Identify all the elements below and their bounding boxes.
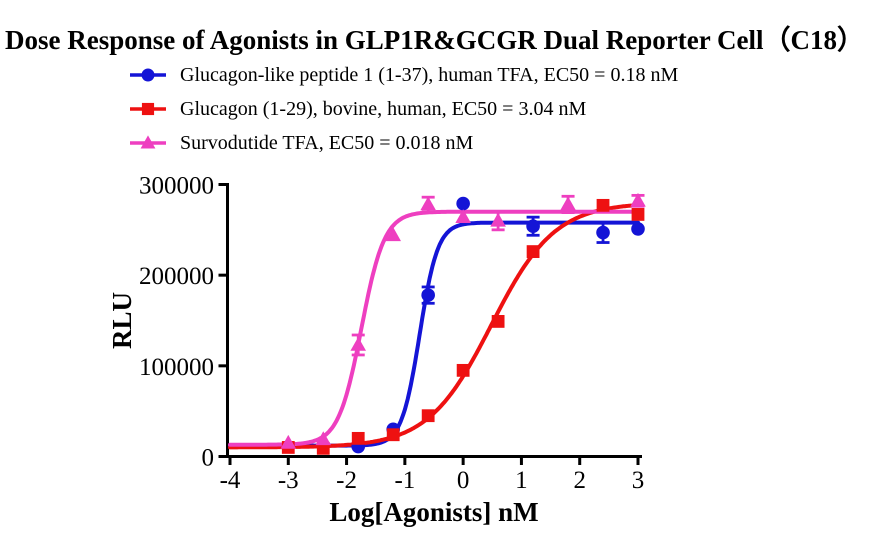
data-point-triangle	[140, 135, 156, 149]
data-point-triangle	[315, 431, 332, 446]
legend-marker-triangle-icon	[130, 135, 166, 149]
data-point-square	[526, 245, 540, 258]
data-point-circle	[631, 222, 645, 236]
data-point-square	[596, 198, 610, 212]
x-axis-title: Log[Agonists] nM	[329, 497, 538, 527]
x-tick-label: -4	[220, 467, 241, 494]
data-point-square	[316, 441, 330, 455]
y-tick-label: 300000	[139, 173, 214, 200]
series-points-triangle	[280, 192, 646, 449]
data-point-triangle	[420, 196, 436, 211]
x-tick-label: 0	[457, 467, 470, 494]
data-point-square	[386, 428, 400, 442]
legend-label: Survodutide TFA, EC50 = 0.018 nM	[180, 131, 474, 154]
data-point-square	[491, 315, 505, 328]
legend-item: Survodutide TFA, EC50 = 0.018 nM	[129, 126, 678, 160]
x-tick-label: -1	[394, 467, 415, 494]
x-axis: -4 -3 -2 -1 0 1 2 3 Log[Agonists] nM	[220, 455, 645, 527]
data-point-triangle	[455, 209, 471, 223]
data-point-circle	[421, 288, 435, 302]
y-axis-title: RLU	[107, 292, 137, 349]
legend-item: Glucagon-like peptide 1 (1-37), human TF…	[129, 58, 678, 92]
legend-label: Glucagon-like peptide 1 (1-37), human TF…	[180, 63, 679, 86]
data-point-circle	[141, 68, 155, 82]
y-tick-label: 100000	[139, 354, 214, 381]
legend-label: Glucagon (1-29), bovine, human, EC50 = 3…	[180, 97, 587, 120]
data-point-square	[351, 431, 365, 445]
y-tick-label: 200000	[139, 263, 214, 290]
chart-title: Dose Response of Agonists in GLP1R&GCGR …	[5, 25, 864, 55]
legend-item: Glucagon (1-29), bovine, human, EC50 = 3…	[129, 92, 678, 126]
data-point-circle	[526, 219, 540, 234]
x-tick-label: 1	[515, 467, 528, 494]
series-points-circle	[351, 196, 645, 454]
legend-marker-circle-icon	[130, 68, 166, 82]
data-point-circle	[456, 196, 470, 211]
data-point-triangle	[630, 192, 646, 207]
data-point-square	[456, 363, 470, 377]
data-point-triangle	[350, 336, 367, 351]
y-tick-label: 0	[202, 445, 215, 472]
chart-legend: Glucagon-like peptide 1 (1-37), human TF…	[129, 58, 678, 160]
series-points-square	[281, 198, 645, 455]
x-tick-label: 3	[632, 467, 645, 494]
x-tick-label: 2	[573, 467, 586, 494]
x-tick-label: -2	[336, 467, 357, 494]
data-point-triangle	[560, 196, 576, 211]
data-point-square	[421, 409, 435, 423]
data-point-square	[141, 102, 155, 116]
y-axis: 0 100000 200000 300000 RLU	[107, 173, 229, 472]
legend-marker-square-icon	[130, 102, 166, 116]
data-point-triangle	[280, 434, 297, 449]
data-point-square	[631, 208, 645, 221]
x-tick-label: -3	[278, 467, 299, 494]
data-point-circle	[596, 225, 610, 240]
data-point-triangle	[385, 227, 401, 242]
data-point-triangle	[490, 212, 506, 227]
